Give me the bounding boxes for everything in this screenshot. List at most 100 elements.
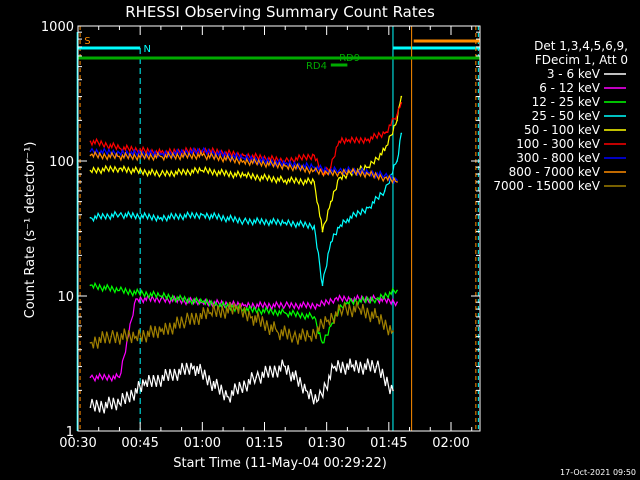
data-point xyxy=(118,289,121,292)
data-point xyxy=(243,304,245,307)
data-point xyxy=(284,312,287,314)
data-point xyxy=(313,316,316,318)
data-point xyxy=(284,160,287,162)
data-point xyxy=(350,365,353,368)
data-point xyxy=(201,213,204,216)
y-tick-label: 100 xyxy=(49,155,74,170)
legend-entry: 50 - 100 keV xyxy=(524,123,601,137)
data-point xyxy=(284,163,287,165)
data-point xyxy=(160,330,162,332)
data-point xyxy=(118,376,121,379)
data-point xyxy=(338,227,340,229)
data-point xyxy=(89,342,92,344)
data-point xyxy=(346,301,349,304)
data-point xyxy=(317,304,320,307)
data-point xyxy=(342,308,345,310)
data-point xyxy=(201,169,204,172)
data-point xyxy=(143,384,146,386)
legend-entry: 800 - 7000 keV xyxy=(509,165,601,179)
data-point xyxy=(325,171,328,174)
data-point xyxy=(89,150,92,153)
data-point xyxy=(359,308,361,310)
data-point xyxy=(330,200,332,203)
data-point xyxy=(234,308,237,310)
data-point xyxy=(350,171,353,173)
data-point xyxy=(160,295,162,297)
data-point xyxy=(330,241,332,244)
series-line xyxy=(90,300,394,349)
data-point xyxy=(309,335,311,338)
data-point xyxy=(334,298,336,300)
x-tick-label: 01:15 xyxy=(246,436,283,451)
data-point xyxy=(325,169,328,172)
data-point xyxy=(160,173,162,175)
data-point xyxy=(284,221,287,224)
data-point xyxy=(243,160,245,162)
data-point xyxy=(89,216,92,219)
data-point xyxy=(367,138,369,140)
x-tick-label: 01:30 xyxy=(308,436,345,451)
data-point xyxy=(251,316,253,318)
data-point xyxy=(313,154,316,157)
data-point xyxy=(284,179,287,182)
annotation-n: N xyxy=(143,44,150,55)
data-point xyxy=(160,153,162,156)
data-point xyxy=(292,335,295,338)
data-point xyxy=(400,102,403,104)
data-point xyxy=(243,174,245,177)
y-tick-label: 1 xyxy=(66,425,74,440)
data-point xyxy=(185,320,187,323)
data-point xyxy=(160,155,162,158)
data-point xyxy=(255,376,257,379)
data-point xyxy=(89,406,92,409)
data-point xyxy=(313,166,316,168)
y-tick-label: 1000 xyxy=(41,20,74,35)
data-point xyxy=(346,218,349,221)
legend-entry: 12 - 25 keV xyxy=(532,95,601,109)
series-line xyxy=(90,133,402,286)
data-point xyxy=(321,342,324,344)
x-tick-label: 00:30 xyxy=(59,436,96,451)
x-tick-label: 00:45 xyxy=(121,436,158,451)
data-point xyxy=(400,95,403,98)
legend-header: Det 1,3,4,5,6,9, xyxy=(534,39,628,53)
legend-entry: 3 - 6 keV xyxy=(547,67,601,81)
legend-entry: 100 - 300 keV xyxy=(516,137,600,151)
data-point xyxy=(330,166,332,168)
data-point xyxy=(243,154,245,157)
data-point xyxy=(110,335,112,338)
data-point xyxy=(367,207,369,209)
data-point xyxy=(118,147,121,149)
data-point xyxy=(160,216,162,219)
data-point xyxy=(118,402,121,405)
data-point xyxy=(89,140,92,143)
annotation-rd4: RD4 xyxy=(306,61,327,72)
data-point xyxy=(367,166,369,168)
series-line xyxy=(90,150,398,185)
data-point xyxy=(396,301,398,304)
legend-entry: 6 - 12 keV xyxy=(539,81,601,95)
data-point xyxy=(321,230,324,233)
data-point xyxy=(201,154,204,157)
annotation-rd9: RD9 xyxy=(339,53,360,64)
chart-title: RHESSI Observing Summary Count Rates xyxy=(125,3,435,21)
data-point xyxy=(118,213,121,216)
data-point xyxy=(330,325,332,327)
data-point xyxy=(317,399,320,401)
plot-frame xyxy=(77,25,481,432)
data-point xyxy=(243,157,245,159)
data-point xyxy=(135,298,137,300)
x-axis-label: Start Time (11-May-04 00:29:22) xyxy=(173,456,387,471)
x-tick-label: 02:00 xyxy=(432,436,469,451)
data-point xyxy=(396,181,398,183)
data-point xyxy=(201,301,204,304)
data-point xyxy=(284,365,287,368)
data-point xyxy=(284,165,287,167)
data-point xyxy=(89,284,92,287)
legend-entry: 7000 - 15000 keV xyxy=(493,179,600,193)
x-tick-label: 01:00 xyxy=(184,436,221,451)
data-point xyxy=(375,316,378,318)
legend-header: FDecim 1, Att 0 xyxy=(535,53,628,67)
data-point xyxy=(160,298,162,300)
